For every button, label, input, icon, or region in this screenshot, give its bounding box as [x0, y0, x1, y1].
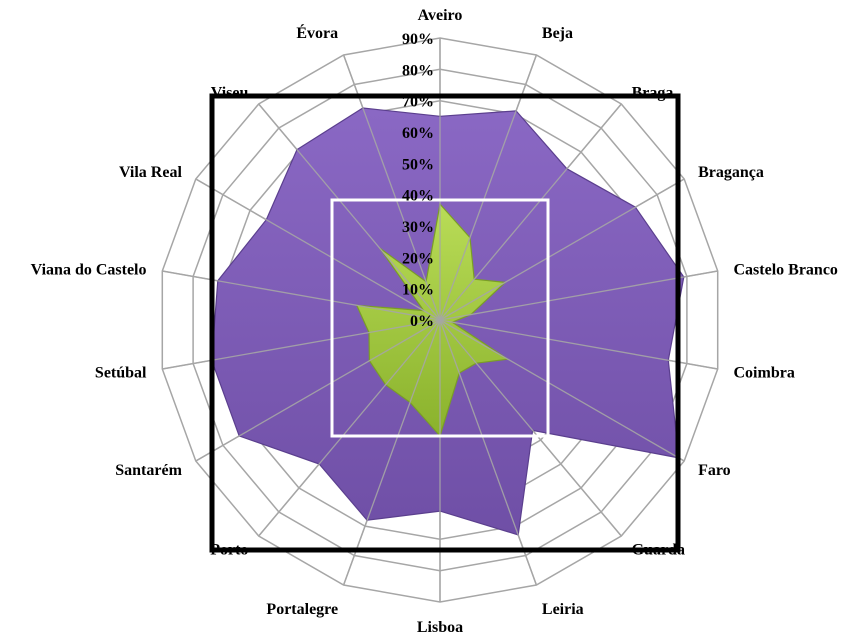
- category-label-6: Faro: [698, 462, 731, 479]
- tick-label-80: 80%: [402, 62, 434, 79]
- spoke-overlay-15: [195, 178, 441, 321]
- inner-panel-outline: [330, 198, 550, 438]
- spoke-overlay-6: [439, 319, 685, 462]
- spoke-overlay-7: [439, 319, 622, 537]
- spoke-overlay-11: [258, 319, 441, 537]
- tick-label-60: 60%: [402, 125, 434, 142]
- category-label-4: Castelo Branco: [734, 261, 838, 278]
- spoke-overlay-4: [439, 270, 718, 321]
- category-label-9: Lisboa: [417, 619, 463, 634]
- tick-label-10: 10%: [402, 282, 434, 299]
- spoke-overlay-12: [195, 319, 441, 462]
- category-label-10: Portalegre: [266, 601, 338, 618]
- spoke-overlay-1: [439, 54, 538, 321]
- spoke-overlay-10: [342, 319, 441, 586]
- tick-label-20: 20%: [402, 250, 434, 267]
- tick-label-90: 90%: [402, 31, 434, 48]
- tick-label-30: 30%: [402, 219, 434, 236]
- category-label-3: Bragança: [698, 164, 764, 181]
- radial-tick-labels: 0% 10% 20% 30% 40% 50% 60% 70% 80% 90%: [402, 31, 434, 330]
- category-labels: Aveiro Beja Braga Bragança Castelo Branco Coi…: [31, 7, 838, 634]
- category-label-5: Coimbra: [734, 365, 795, 382]
- spoke-overlay-16: [258, 103, 441, 321]
- tick-label-70: 70%: [402, 94, 434, 111]
- spoke-overlay-13: [162, 319, 441, 370]
- category-label-7: Guarda: [632, 541, 685, 558]
- tick-label-40: 40%: [402, 188, 434, 205]
- category-label-14: Viana do Castelo: [31, 261, 147, 278]
- category-label-0: Aveiro: [418, 7, 463, 24]
- plot-frame: [209, 93, 681, 553]
- category-label-11: Porto: [210, 541, 248, 558]
- tick-label-0: 0%: [410, 313, 434, 330]
- spoke-overlay-5: [439, 319, 718, 370]
- category-label-2: Braga: [632, 85, 674, 102]
- tick-label-50: 50%: [402, 156, 434, 173]
- spoke-overlay-8: [439, 319, 538, 586]
- outer-frame: [209, 93, 681, 553]
- category-label-1: Beja: [542, 25, 573, 42]
- spoke-overlay-3: [439, 178, 685, 321]
- spoke-overlay-2: [439, 103, 622, 321]
- spoke-overlay-17: [342, 54, 441, 321]
- category-label-17: Évora: [296, 23, 338, 42]
- category-label-12: Santarém: [115, 462, 182, 479]
- spoke-overlay-14: [162, 270, 441, 321]
- radar-series: [162, 38, 718, 602]
- category-label-15: Vila Real: [119, 164, 183, 181]
- category-label-13: Setúbal: [95, 365, 147, 382]
- category-label-8: Leiria: [542, 601, 584, 618]
- category-label-16: Viseu: [211, 85, 249, 102]
